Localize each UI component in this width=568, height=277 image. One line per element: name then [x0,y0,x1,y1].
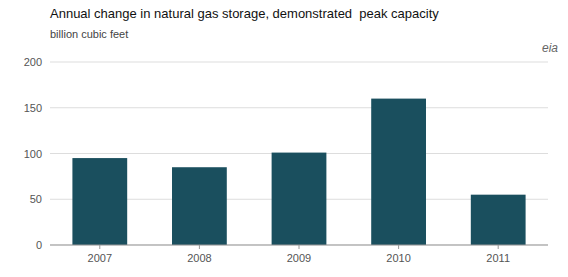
y-tick-label: 0 [36,239,42,251]
chart-container: Annual change in natural gas storage, de… [0,0,568,277]
bar [72,158,127,245]
grid-line [50,107,548,108]
x-tick-label: 2009 [287,252,311,264]
y-grid [50,62,548,245]
title: Annual change in natural gas storage, de… [50,6,439,21]
x-tick [199,245,200,249]
bar [371,99,426,245]
x-tick [398,245,399,249]
chart-svg: Annual change in natural gas storage, de… [0,0,568,277]
bar [272,153,327,245]
subtitle: billion cubic feet [50,28,128,40]
bars [72,99,525,245]
x-tick [299,245,300,249]
x-tick [498,245,499,249]
x-tick-label: 2010 [386,252,410,264]
background [0,0,568,277]
y-tick-label: 150 [24,102,42,114]
bar [471,195,526,245]
y-tick-label: 200 [24,56,42,68]
x-tick-label: 2007 [88,252,112,264]
y-tick-label: 100 [24,148,42,160]
grid-line [50,62,548,63]
x-tick-label: 2011 [486,252,510,264]
x-tick-label: 2008 [187,252,211,264]
bar [172,167,227,245]
x-tick [99,245,100,249]
y-tick-label: 50 [30,193,42,205]
annotation: eia [542,41,558,55]
